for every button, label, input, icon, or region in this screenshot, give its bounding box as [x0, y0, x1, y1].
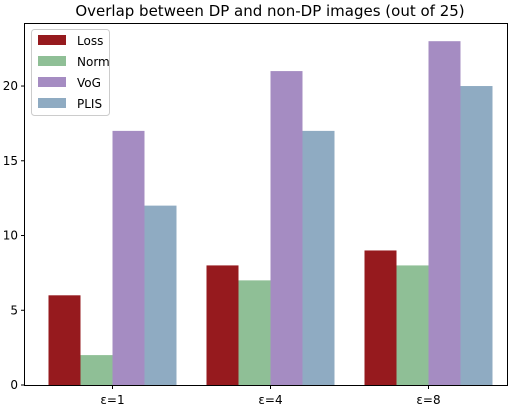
x-axis: ε=1 ε=4 ε=8: [100, 385, 441, 406]
bar-loss-3: [364, 250, 397, 385]
chart-title: Overlap between DP and non-DP images (ou…: [75, 2, 464, 20]
legend-swatch-plis: [38, 98, 66, 108]
legend-swatch-loss: [38, 35, 66, 45]
legend-swatch-norm: [38, 56, 66, 66]
bar-norm-1: [80, 355, 113, 385]
y-tick-label: 0: [10, 378, 18, 392]
legend-label-vog: VoG: [77, 76, 101, 90]
x-tick-label: ε=1: [100, 393, 124, 406]
bar-norm-3: [396, 265, 429, 385]
bar-plis-3: [460, 86, 493, 386]
bar-plis-1: [144, 205, 177, 385]
y-tick-label: 10: [3, 229, 18, 243]
plot-frame: [24, 23, 508, 386]
bar-plis-2: [302, 130, 335, 385]
y-tick-label: 20: [3, 79, 18, 93]
bar-loss-1: [48, 295, 81, 385]
y-tick-label: 5: [10, 303, 18, 317]
y-tick-label: 15: [3, 154, 18, 168]
bar-vog-1: [112, 130, 145, 385]
y-axis: 0 5 10 15 20: [3, 79, 25, 392]
bar-vog-3: [428, 41, 461, 385]
legend-swatch-vog: [38, 77, 66, 87]
legend-label-norm: Norm: [77, 55, 110, 69]
x-tick-label: ε=4: [258, 393, 282, 406]
bars-group: [48, 41, 493, 386]
legend-label-plis: PLIS: [77, 97, 102, 111]
bar-loss-2: [206, 265, 239, 385]
legend-box: [31, 29, 110, 116]
bar-vog-2: [270, 71, 303, 385]
bar-norm-2: [238, 280, 271, 385]
x-tick-label: ε=8: [416, 393, 440, 406]
legend-label-loss: Loss: [77, 34, 103, 48]
legend: Loss Norm VoG PLIS: [31, 29, 110, 116]
